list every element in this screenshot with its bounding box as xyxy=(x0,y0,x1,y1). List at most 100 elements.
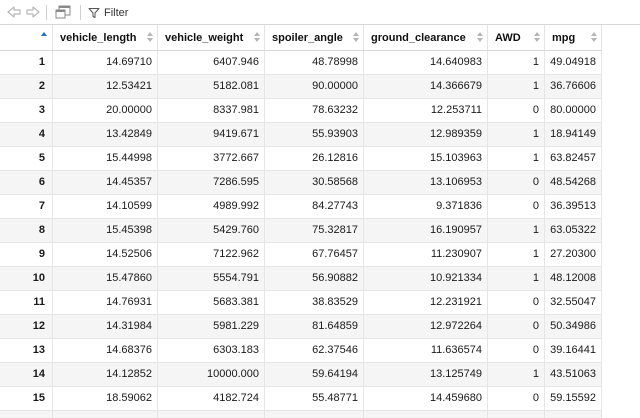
header-vehicle-weight[interactable]: vehicle_weight xyxy=(158,25,265,50)
cell-ground-clearance: 12.253711 xyxy=(364,99,488,122)
grid-line xyxy=(487,411,488,418)
cell-vehicle-weight: 5683.381 xyxy=(158,291,265,314)
arrow-right-icon[interactable] xyxy=(25,4,41,20)
cell-awd: 0 xyxy=(488,339,545,362)
cell-mpg: 18.94149 xyxy=(545,123,602,146)
cell-spoiler-angle: 84.27743 xyxy=(265,195,364,218)
cell-ground-clearance: 12.231921 xyxy=(364,291,488,314)
grid-line xyxy=(52,411,53,418)
cell-vehicle-weight: 9419.671 xyxy=(158,123,265,146)
cell-ground-clearance: 10.921334 xyxy=(364,267,488,290)
header-mpg[interactable]: mpg xyxy=(545,25,602,50)
sort-toggle-icon[interactable] xyxy=(254,31,260,43)
cell-ground-clearance: 13.125749 xyxy=(364,363,488,386)
cell-vehicle-length: 15.45398 xyxy=(53,219,158,242)
cell-awd: 0 xyxy=(488,195,545,218)
cell-mpg: 27.20300 xyxy=(545,243,602,266)
table-row[interactable]: 5 15.44998 3772.667 26.12816 15.103963 1 63.82… xyxy=(0,147,602,171)
table-row[interactable]: 1 14.69710 6407.946 48.78998 14.640983 1 49.04… xyxy=(0,51,602,75)
arrow-left-icon[interactable] xyxy=(6,4,22,20)
header-index[interactable] xyxy=(0,25,53,50)
cell-vehicle-weight: 5429.760 xyxy=(158,219,265,242)
table-row[interactable]: 8 15.45398 5429.760 75.32817 16.190957 1 63.05… xyxy=(0,219,602,243)
grid-line xyxy=(544,411,545,418)
cell-spoiler-angle: 55.93903 xyxy=(265,123,364,146)
sort-ascending-icon[interactable] xyxy=(41,31,47,43)
table-row[interactable]: 3 20.00000 8337.981 78.63232 12.253711 0 80.00… xyxy=(0,99,602,123)
cell-vehicle-length: 14.45357 xyxy=(53,171,158,194)
cell-awd: 1 xyxy=(488,363,545,386)
table-row[interactable]: 6 14.45357 7286.595 30.58568 13.106953 0 48.54… xyxy=(0,171,602,195)
cell-ground-clearance: 14.366679 xyxy=(364,75,488,98)
toolbar-divider xyxy=(80,5,81,20)
cell-spoiler-angle: 67.76457 xyxy=(265,243,364,266)
cell-awd: 1 xyxy=(488,219,545,242)
cell-vehicle-length: 14.31984 xyxy=(53,315,158,338)
cell-awd: 1 xyxy=(488,267,545,290)
table-header-row: vehicle_length vehicle_weight spoiler_angl… xyxy=(0,25,602,51)
cell-spoiler-angle: 56.90882 xyxy=(265,267,364,290)
cell-mpg: 48.54268 xyxy=(545,171,602,194)
cell-mpg: 48.12008 xyxy=(545,267,602,290)
table-row[interactable]: 11 14.76931 5683.381 38.83529 12.231921 0 32.5… xyxy=(0,291,602,315)
cell-ground-clearance: 13.106953 xyxy=(364,171,488,194)
column-header-label: AWD xyxy=(495,32,521,44)
cell-ground-clearance: 16.190957 xyxy=(364,219,488,242)
table-row[interactable]: 7 14.10599 4989.992 84.27743 9.371836 0 36.395… xyxy=(0,195,602,219)
cell-mpg: 63.82457 xyxy=(545,147,602,170)
table-row[interactable]: 4 13.42849 9419.671 55.93903 12.989359 1 18.94… xyxy=(0,123,602,147)
table-row[interactable]: 10 15.47860 5554.791 56.90882 10.921334 1 48.1… xyxy=(0,267,602,291)
cell-awd: 1 xyxy=(488,243,545,266)
cell-mpg: 59.15592 xyxy=(545,387,602,410)
row-index: 11 xyxy=(0,291,53,314)
table-row[interactable]: 2 12.53421 5182.081 90.00000 14.366679 1 36.76… xyxy=(0,75,602,99)
cell-ground-clearance: 9.371836 xyxy=(364,195,488,218)
cell-vehicle-length: 14.68376 xyxy=(53,339,158,362)
cell-vehicle-length: 14.52506 xyxy=(53,243,158,266)
cell-spoiler-angle: 38.83529 xyxy=(265,291,364,314)
cell-spoiler-angle: 90.00000 xyxy=(265,75,364,98)
cell-vehicle-weight: 8337.981 xyxy=(158,99,265,122)
cell-vehicle-weight: 5554.791 xyxy=(158,267,265,290)
row-index: 9 xyxy=(0,243,53,266)
row-index: 1 xyxy=(0,51,53,74)
table-row[interactable]: 13 14.68376 6303.183 62.37546 11.636574 0 39.1… xyxy=(0,339,602,363)
popout-window-icon[interactable] xyxy=(54,4,72,20)
row-index: 15 xyxy=(0,387,53,410)
cell-awd: 0 xyxy=(488,99,545,122)
header-awd[interactable]: AWD xyxy=(488,25,545,50)
column-header-label: vehicle_weight xyxy=(165,32,244,44)
cell-vehicle-length: 14.76931 xyxy=(53,291,158,314)
sort-toggle-icon[interactable] xyxy=(477,31,483,43)
header-spoiler-angle[interactable]: spoiler_angle xyxy=(265,25,364,50)
grid-line xyxy=(264,411,265,418)
sort-toggle-icon[interactable] xyxy=(591,31,597,43)
cell-mpg: 49.04918 xyxy=(545,51,602,74)
cell-spoiler-angle: 59.64194 xyxy=(265,363,364,386)
cell-mpg: 36.76606 xyxy=(545,75,602,98)
header-vehicle-length[interactable]: vehicle_length xyxy=(53,25,158,50)
column-header-label: ground_clearance xyxy=(371,32,466,44)
sort-toggle-icon[interactable] xyxy=(534,31,540,43)
funnel-icon xyxy=(88,7,100,19)
cell-mpg: 32.55047 xyxy=(545,291,602,314)
row-index: 12 xyxy=(0,315,53,338)
row-index: 3 xyxy=(0,99,53,122)
cell-mpg: 39.16441 xyxy=(545,339,602,362)
table-row[interactable]: 9 14.52506 7122.962 67.76457 11.230907 1 27.20… xyxy=(0,243,602,267)
filter-label: Filter xyxy=(104,6,129,19)
cell-vehicle-weight: 4182.724 xyxy=(158,387,265,410)
sort-toggle-icon[interactable] xyxy=(353,31,359,43)
sort-toggle-icon[interactable] xyxy=(147,31,153,43)
cell-awd: 0 xyxy=(488,387,545,410)
cell-vehicle-length: 12.53421 xyxy=(53,75,158,98)
table-row[interactable]: 12 14.31984 5981.229 81.64859 12.972264 0 50.3… xyxy=(0,315,602,339)
table-row[interactable]: 15 18.59062 4182.724 55.48771 14.459680 0 59.1… xyxy=(0,387,602,411)
row-index: 10 xyxy=(0,267,53,290)
cell-mpg: 50.34986 xyxy=(545,315,602,338)
filter-button[interactable]: Filter xyxy=(88,4,128,21)
cell-mpg: 43.51063 xyxy=(545,363,602,386)
table-row[interactable]: 14 14.12852 10000.000 59.64194 13.125749 1 43.… xyxy=(0,363,602,387)
row-index: 5 xyxy=(0,147,53,170)
header-ground-clearance[interactable]: ground_clearance xyxy=(364,25,488,50)
